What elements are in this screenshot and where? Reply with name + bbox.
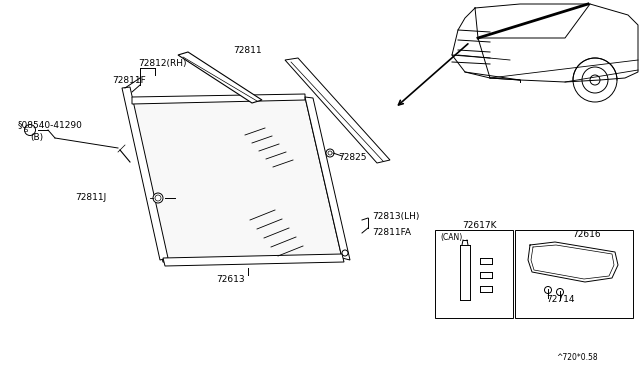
Text: §08540-41290: §08540-41290 bbox=[18, 121, 83, 129]
Circle shape bbox=[557, 289, 563, 295]
Polygon shape bbox=[305, 97, 350, 260]
Circle shape bbox=[24, 125, 35, 135]
Circle shape bbox=[573, 58, 617, 102]
Text: 72811F: 72811F bbox=[112, 76, 146, 84]
Text: ^720*0.58: ^720*0.58 bbox=[556, 353, 598, 362]
Text: 72617K: 72617K bbox=[462, 221, 497, 230]
Text: 72811J: 72811J bbox=[75, 192, 106, 202]
Circle shape bbox=[153, 193, 163, 203]
Polygon shape bbox=[285, 58, 390, 163]
Circle shape bbox=[582, 67, 608, 93]
Circle shape bbox=[155, 195, 161, 201]
Text: S: S bbox=[24, 127, 28, 133]
Polygon shape bbox=[122, 87, 168, 260]
Text: (CAN): (CAN) bbox=[440, 232, 462, 241]
Circle shape bbox=[590, 75, 600, 85]
Polygon shape bbox=[178, 52, 262, 103]
Text: 72616: 72616 bbox=[572, 230, 600, 238]
Text: 72714: 72714 bbox=[546, 295, 575, 305]
Polygon shape bbox=[163, 254, 344, 266]
Text: 72613: 72613 bbox=[216, 276, 244, 285]
Bar bbox=[515, 230, 633, 318]
Circle shape bbox=[328, 151, 332, 155]
Text: (B): (B) bbox=[30, 132, 43, 141]
Polygon shape bbox=[132, 94, 305, 104]
Text: 72812(RH): 72812(RH) bbox=[138, 58, 186, 67]
Text: 72811: 72811 bbox=[233, 45, 262, 55]
Polygon shape bbox=[132, 97, 342, 262]
Circle shape bbox=[545, 286, 552, 294]
Circle shape bbox=[342, 250, 348, 256]
Text: 72811FA: 72811FA bbox=[372, 228, 411, 237]
Circle shape bbox=[326, 149, 334, 157]
Bar bbox=[435, 230, 513, 318]
Text: 72825: 72825 bbox=[338, 153, 367, 161]
Text: 72813(LH): 72813(LH) bbox=[372, 212, 419, 221]
